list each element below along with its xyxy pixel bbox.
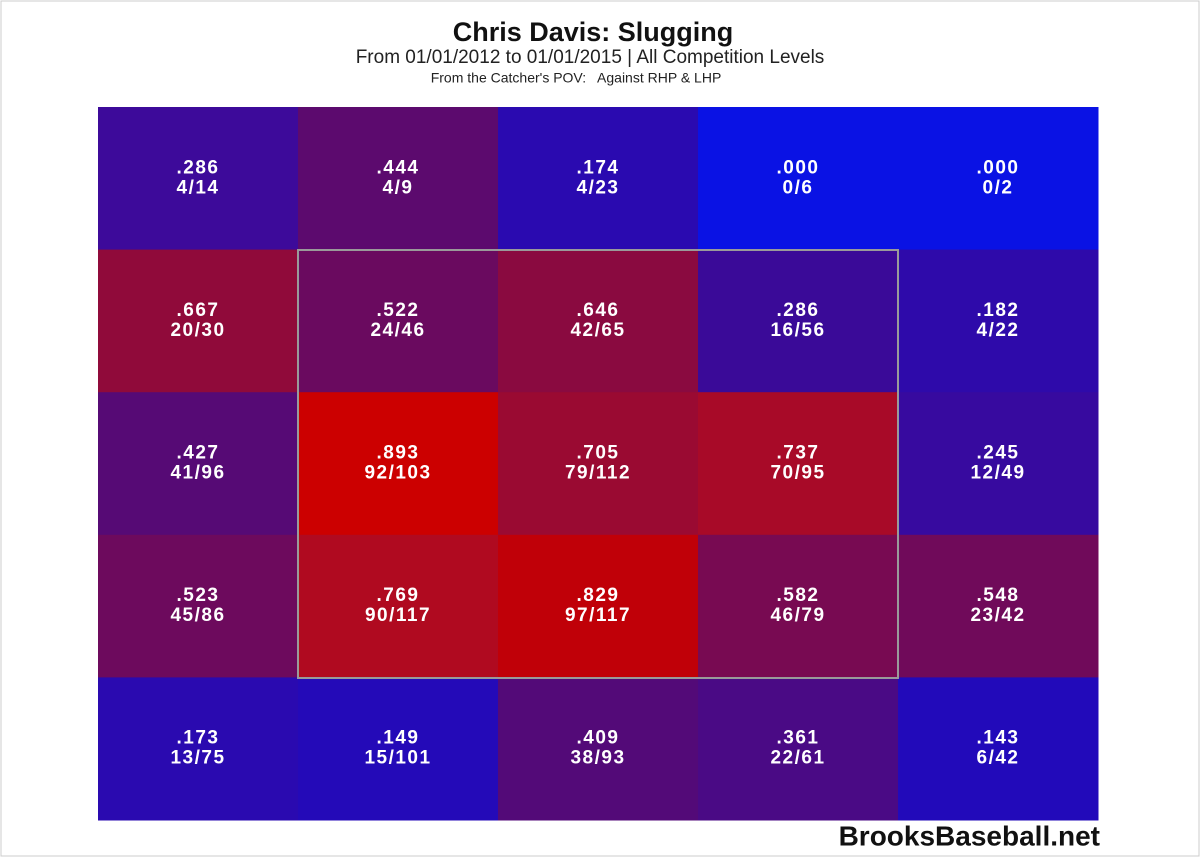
cell-value: .427	[177, 443, 220, 464]
cell-count: 46/79	[770, 605, 825, 626]
cell-value: .646	[577, 300, 620, 321]
cell-count: 22/61	[770, 748, 825, 769]
heat-cell	[898, 677, 1099, 821]
cell-count: 92/103	[364, 463, 431, 484]
heat-cell	[298, 392, 499, 536]
heat-cell	[898, 392, 1099, 536]
heat-cell	[698, 249, 899, 393]
source: BrooksBaseball.net	[839, 820, 1100, 851]
chart-title: Chris Davis: Slugging	[453, 17, 734, 47]
heat-cell	[698, 677, 899, 821]
cell-count: 4/9	[383, 177, 414, 198]
cell-value: .548	[977, 585, 1020, 606]
cell-value: .361	[777, 728, 820, 749]
cell-count: 4/22	[977, 320, 1020, 341]
heat-cell	[898, 534, 1099, 678]
cell-value: .000	[977, 157, 1020, 178]
cell-count: 0/2	[983, 177, 1014, 198]
cell-value: .667	[177, 300, 220, 321]
cell-value: .173	[177, 728, 220, 749]
cell-count: 4/23	[577, 177, 620, 198]
cell-count: 15/101	[364, 748, 431, 769]
cell-value: .705	[577, 443, 620, 464]
heat-cell	[98, 534, 299, 678]
cell-value: .582	[777, 585, 820, 606]
cell-value: .000	[777, 157, 820, 178]
heat-cell	[498, 392, 699, 536]
heat-cell	[898, 107, 1099, 251]
heat-cell	[498, 534, 699, 678]
cell-count: 70/95	[770, 463, 825, 484]
cell-count: 20/30	[170, 320, 225, 341]
heat-cell	[98, 677, 299, 821]
heat-cell	[698, 392, 899, 536]
heat-cell	[898, 249, 1099, 393]
cell-count: 16/56	[770, 320, 825, 341]
cells: .2864/14.4444/9.1744/23.0000/6.0000/2.66…	[98, 107, 1099, 821]
chart-caption: From the Catcher's POV: Against RHP & LH…	[431, 70, 722, 86]
heat-cell	[298, 677, 499, 821]
cell-value: .737	[777, 443, 820, 464]
cell-count: 38/93	[570, 748, 625, 769]
cell-value: .286	[777, 300, 820, 321]
cell-value: .245	[977, 443, 1020, 464]
cell-value: .444	[377, 157, 420, 178]
cell-count: 97/117	[565, 605, 631, 626]
cell-count: 79/112	[565, 463, 631, 484]
cell-value: .523	[177, 585, 220, 606]
cell-count: 4/14	[177, 177, 220, 198]
heat-cell	[498, 107, 699, 251]
heat-cell	[298, 107, 499, 251]
cell-count: 45/86	[170, 605, 225, 626]
cell-count: 12/49	[970, 463, 1025, 484]
heat-cell	[98, 392, 299, 536]
heat-cell	[298, 249, 499, 393]
heat-cell	[698, 107, 899, 251]
cell-value: .174	[577, 157, 620, 178]
cell-count: 13/75	[170, 748, 225, 769]
cell-value: .769	[377, 585, 420, 606]
heat-cell	[498, 677, 699, 821]
cell-value: .893	[377, 443, 420, 464]
heat-cell	[98, 249, 299, 393]
strike-zone	[297, 249, 899, 679]
cell-value: .286	[177, 157, 220, 178]
cell-count: 41/96	[170, 463, 225, 484]
cell-count: 42/65	[570, 320, 625, 341]
cell-value: .829	[577, 585, 620, 606]
cell-count: 23/42	[970, 605, 1025, 626]
heat-cell	[98, 107, 299, 251]
cell-value: .409	[577, 728, 620, 749]
cell-value: .149	[377, 728, 420, 749]
cell-count: 6/42	[977, 748, 1020, 769]
cell-value: .522	[377, 300, 420, 321]
cell-count: 0/6	[783, 177, 814, 198]
heat-cell	[498, 249, 699, 393]
cell-count: 90/117	[365, 605, 431, 626]
cell-count: 24/46	[370, 320, 425, 341]
heat-cell	[698, 534, 899, 678]
cell-value: .143	[977, 728, 1020, 749]
chart-subtitle: From 01/01/2012 to 01/01/2015 | All Comp…	[356, 47, 825, 68]
cell-value: .182	[977, 300, 1020, 321]
heat-cell	[298, 534, 499, 678]
